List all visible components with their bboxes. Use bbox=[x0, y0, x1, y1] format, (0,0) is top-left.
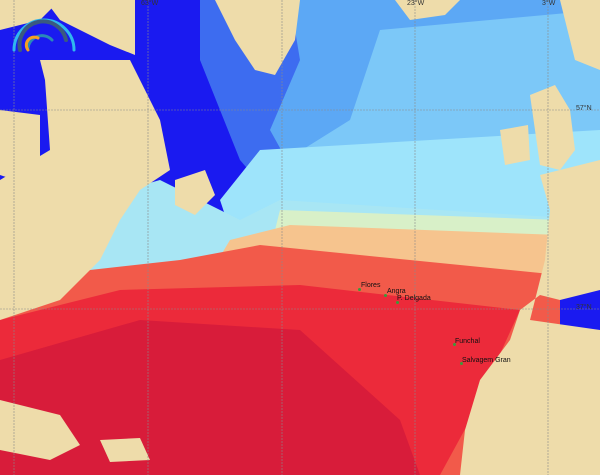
lat-label: 37°N bbox=[576, 304, 592, 311]
land-cuba bbox=[0, 400, 80, 460]
lat-label: 57°N bbox=[576, 105, 592, 112]
place-label-funchal[interactable]: Funchal bbox=[455, 338, 480, 345]
land-iceland bbox=[395, 0, 460, 20]
land-ireland bbox=[500, 125, 530, 165]
place-marker[interactable] bbox=[396, 301, 399, 304]
lon-label: 23°W bbox=[407, 0, 425, 7]
land-north-america bbox=[0, 60, 170, 320]
land-baffin-north bbox=[0, 0, 60, 30]
ocean-hottest bbox=[0, 320, 420, 475]
lon-label: 3°W bbox=[542, 0, 556, 7]
place-marker[interactable] bbox=[453, 343, 456, 346]
place-label-p-delgada[interactable]: P. Delgada bbox=[397, 295, 431, 302]
land-newfoundland bbox=[175, 170, 215, 215]
lon-label: 63°W bbox=[141, 0, 159, 7]
land-britain bbox=[530, 85, 575, 170]
place-label-salvagem-gran[interactable]: Salvagem Gran bbox=[462, 357, 511, 364]
land-hispaniola bbox=[100, 438, 150, 462]
land-greenland bbox=[215, 0, 300, 75]
place-marker[interactable] bbox=[358, 288, 361, 291]
place-label-angra[interactable]: Angra bbox=[387, 288, 406, 295]
land-scandinavia bbox=[560, 0, 600, 70]
land-baffin bbox=[45, 0, 135, 55]
land-europe-africa bbox=[460, 160, 600, 475]
place-marker[interactable] bbox=[460, 362, 463, 365]
place-marker[interactable] bbox=[384, 294, 387, 297]
wave-arc-logo bbox=[12, 18, 76, 52]
place-label-flores[interactable]: Flores bbox=[361, 282, 381, 289]
